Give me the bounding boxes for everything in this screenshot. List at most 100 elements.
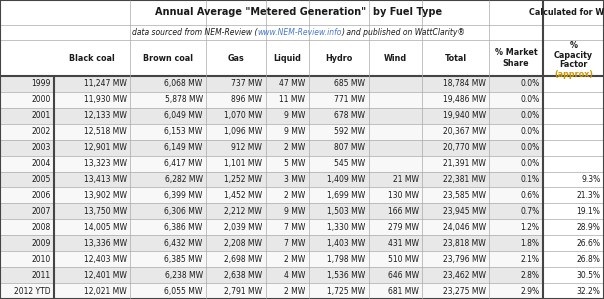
Text: 12,518 MW: 12,518 MW	[84, 127, 127, 136]
Bar	[543, 187, 604, 203]
Bar	[543, 203, 604, 219]
Text: 166 MW: 166 MW	[388, 207, 419, 216]
Bar	[0, 267, 543, 283]
Text: 12,403 MW: 12,403 MW	[84, 255, 127, 264]
Text: 737 MW: 737 MW	[231, 80, 262, 89]
Text: 19,940 MW: 19,940 MW	[443, 111, 486, 120]
Bar	[543, 155, 604, 172]
Text: 0.0%: 0.0%	[520, 95, 539, 104]
Text: 23,818 MW: 23,818 MW	[443, 239, 486, 248]
Text: data sourced from NEM-Review (: data sourced from NEM-Review (	[132, 28, 257, 37]
Text: 0.0%: 0.0%	[520, 143, 539, 152]
Text: 912 MW: 912 MW	[231, 143, 262, 152]
Bar	[0, 40, 604, 76]
Text: 1,252 MW: 1,252 MW	[224, 175, 262, 184]
Text: 2006: 2006	[31, 191, 51, 200]
Bar	[0, 25, 604, 40]
Text: Calculated for Wind: Calculated for Wind	[528, 8, 604, 17]
Text: 1,101 MW: 1,101 MW	[224, 159, 262, 168]
Text: 6,417 MW: 6,417 MW	[164, 159, 203, 168]
Text: 5,878 MW: 5,878 MW	[164, 95, 203, 104]
Text: 32.2%: 32.2%	[576, 286, 600, 295]
Text: 4 MW: 4 MW	[284, 271, 306, 280]
Text: 24,046 MW: 24,046 MW	[443, 223, 486, 232]
Text: 1.2%: 1.2%	[520, 223, 539, 232]
Text: 1,409 MW: 1,409 MW	[327, 175, 365, 184]
Bar	[543, 108, 604, 124]
Text: % Market
Share: % Market Share	[495, 48, 538, 68]
Text: 20,770 MW: 20,770 MW	[443, 143, 486, 152]
Text: 0.0%: 0.0%	[520, 127, 539, 136]
Text: 28.9%: 28.9%	[576, 223, 600, 232]
Text: 2,039 MW: 2,039 MW	[224, 223, 262, 232]
Text: 19,486 MW: 19,486 MW	[443, 95, 486, 104]
Text: 592 MW: 592 MW	[334, 127, 365, 136]
Text: 2008: 2008	[31, 223, 51, 232]
Text: 12,401 MW: 12,401 MW	[84, 271, 127, 280]
Bar	[543, 76, 604, 92]
Text: 896 MW: 896 MW	[231, 95, 262, 104]
Text: 6,306 MW: 6,306 MW	[164, 207, 203, 216]
Text: ) and published on WattClarity®: ) and published on WattClarity®	[342, 28, 466, 37]
Bar	[0, 187, 543, 203]
Text: 13,902 MW: 13,902 MW	[84, 191, 127, 200]
Text: 1,503 MW: 1,503 MW	[327, 207, 365, 216]
Text: (approx): (approx)	[554, 70, 593, 79]
Text: 2005: 2005	[31, 175, 51, 184]
Text: Liquid: Liquid	[274, 54, 301, 62]
Text: 2009: 2009	[31, 239, 51, 248]
Text: 2004: 2004	[31, 159, 51, 168]
Text: 2003: 2003	[31, 143, 51, 152]
Text: 21,391 MW: 21,391 MW	[443, 159, 486, 168]
Text: 3 MW: 3 MW	[284, 175, 306, 184]
Text: 431 MW: 431 MW	[388, 239, 419, 248]
Bar	[543, 124, 604, 140]
Text: 0.6%: 0.6%	[520, 191, 539, 200]
Text: 6,149 MW: 6,149 MW	[164, 143, 203, 152]
Text: 2,698 MW: 2,698 MW	[224, 255, 262, 264]
Bar	[543, 235, 604, 251]
Text: 6,238 MW: 6,238 MW	[164, 271, 203, 280]
Bar	[0, 108, 543, 124]
Text: 2.9%: 2.9%	[520, 286, 539, 295]
Text: 2 MW: 2 MW	[284, 255, 306, 264]
Text: 21 MW: 21 MW	[393, 175, 419, 184]
Text: 0.7%: 0.7%	[520, 207, 539, 216]
Bar	[543, 219, 604, 235]
Text: 1,699 MW: 1,699 MW	[327, 191, 365, 200]
Text: 510 MW: 510 MW	[388, 255, 419, 264]
Text: 9 MW: 9 MW	[284, 207, 306, 216]
Text: 13,750 MW: 13,750 MW	[83, 207, 127, 216]
Text: 2,638 MW: 2,638 MW	[224, 271, 262, 280]
Text: 6,432 MW: 6,432 MW	[164, 239, 203, 248]
Text: 2007: 2007	[31, 207, 51, 216]
Text: 6,068 MW: 6,068 MW	[164, 80, 203, 89]
Text: 2,791 MW: 2,791 MW	[224, 286, 262, 295]
Bar	[0, 92, 543, 108]
Text: 0.0%: 0.0%	[520, 111, 539, 120]
Text: 23,462 MW: 23,462 MW	[443, 271, 486, 280]
Text: 2.1%: 2.1%	[520, 255, 539, 264]
Text: Gas: Gas	[228, 54, 245, 62]
Bar	[0, 140, 543, 155]
Bar	[0, 251, 543, 267]
Text: 2010: 2010	[31, 255, 51, 264]
Text: 26.6%: 26.6%	[576, 239, 600, 248]
Text: 545 MW: 545 MW	[334, 159, 365, 168]
Text: Annual Average "Metered Generation"  by Fuel Type: Annual Average "Metered Generation" by F…	[155, 7, 442, 17]
Text: %: %	[570, 41, 577, 50]
Text: Factor: Factor	[559, 60, 588, 69]
Text: 9.3%: 9.3%	[581, 175, 600, 184]
Text: 279 MW: 279 MW	[388, 223, 419, 232]
Text: Total: Total	[445, 54, 467, 62]
Bar	[0, 235, 543, 251]
Bar	[0, 283, 543, 299]
Bar	[0, 203, 543, 219]
Text: 1.8%: 1.8%	[520, 239, 539, 248]
Text: 1,536 MW: 1,536 MW	[327, 271, 365, 280]
Text: Capacity: Capacity	[554, 51, 593, 60]
Text: www.NEM-Review.info: www.NEM-Review.info	[257, 28, 342, 37]
Text: 2000: 2000	[31, 95, 51, 104]
Text: 6,055 MW: 6,055 MW	[164, 286, 203, 295]
Text: 23,945 MW: 23,945 MW	[443, 207, 486, 216]
